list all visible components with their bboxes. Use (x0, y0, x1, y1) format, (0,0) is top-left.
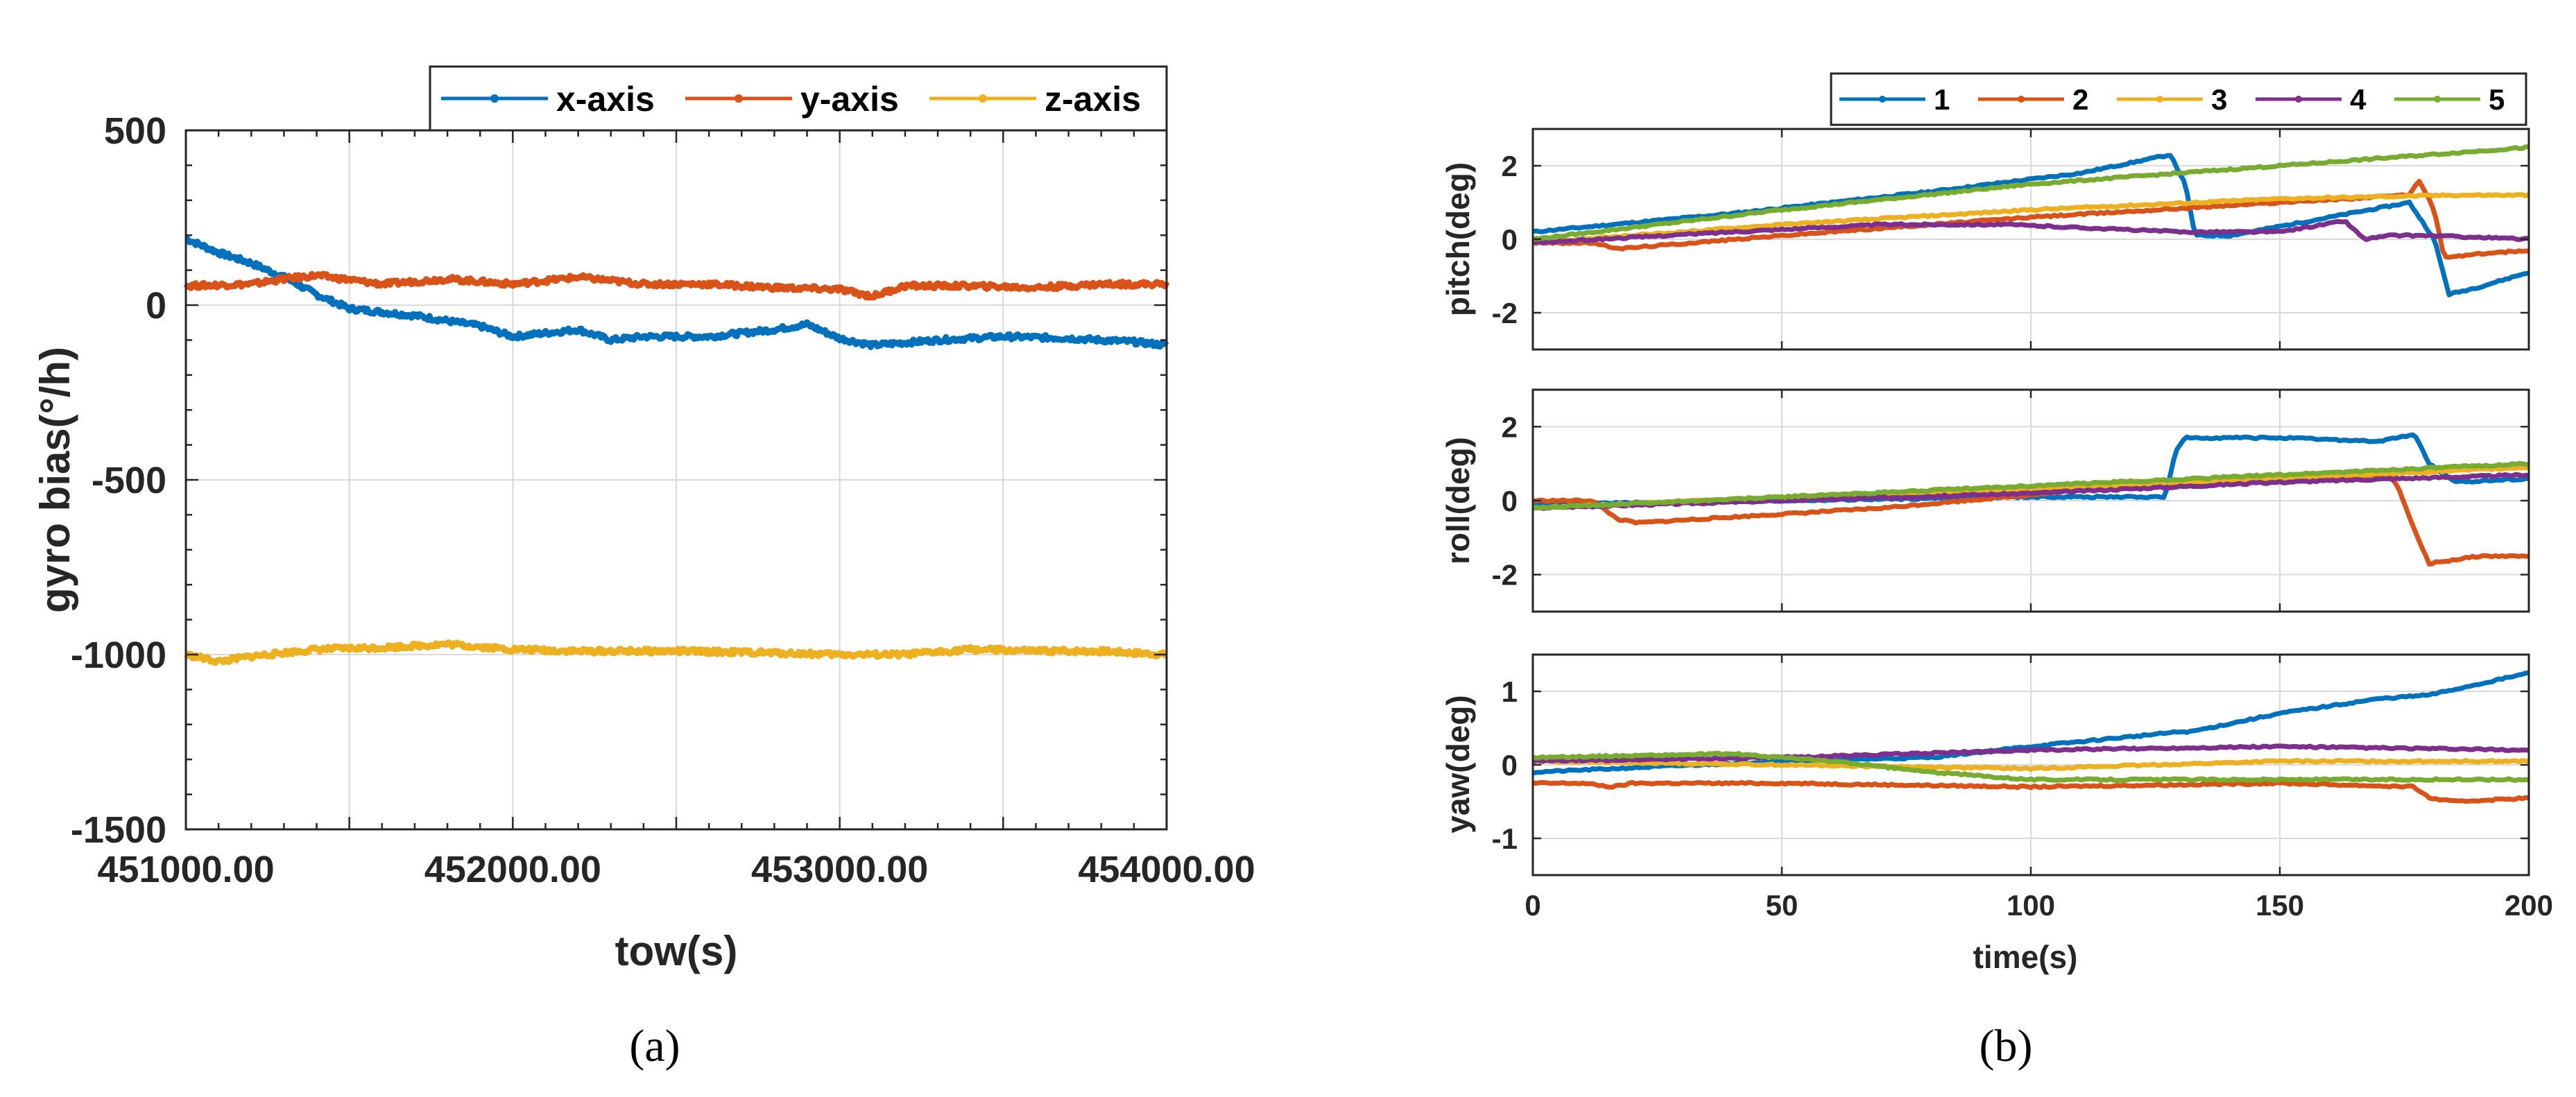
subplot-yaw-deg-series-3 (1532, 757, 2530, 772)
panel-b-x-tick-label: 200 (2505, 889, 2553, 922)
subplot-pitch-deg-series-4 (1532, 219, 2530, 246)
legend-label-z-axis: z-axis (1045, 80, 1141, 119)
panel-a-x-tick-label: 452000.00 (424, 849, 601, 890)
legend-label-3: 3 (2211, 83, 2227, 116)
panel-a-y-tick-label: -1500 (71, 809, 166, 851)
panel-a-y-tick-label: 0 (146, 285, 166, 327)
series-line-z-axis (183, 639, 1169, 666)
legend-label-2: 2 (2072, 83, 2088, 116)
panel-b-legend: 1 2 3 4 5 (1830, 72, 2527, 126)
panel-a-grid (186, 130, 1167, 829)
panel-a-legend-box (429, 65, 1168, 132)
legend-marker-x-axis (490, 94, 499, 103)
legend-label-1: 1 (1934, 83, 1950, 116)
panel-a-y-tick-label: -500 (92, 460, 166, 501)
panel-b-legend-items: 1 2 3 4 5 (1839, 83, 2505, 116)
panel-b-x-tick-label: 50 (1766, 889, 1798, 922)
panel-a-caption: (a) (629, 1021, 680, 1071)
panel-a-ticks: 451000.00 452000.00 453000.00 454000.00 500 0… (71, 110, 1255, 890)
subplot-yaw-deg-y-tick-label: 0 (1502, 749, 1518, 781)
subplot-yaw-y-label: yaw(deg) (1440, 695, 1476, 833)
panel-a-x-tick-label: 454000.00 (1078, 849, 1255, 890)
subplot-pitch-deg-y-tick-label: -2 (1492, 297, 1518, 329)
subplot-yaw-deg-series-5 (1531, 750, 2530, 783)
panel-a-x-tick-label: 453000.00 (751, 849, 928, 890)
panel-b-ticks: 2 0 -2 2 0 -2 1 0 -1 0 50 100 150 200 (1492, 129, 2553, 922)
panel-a-y-axis-label: gyro bias(°/h) (32, 347, 78, 613)
legend-label-4: 4 (2350, 83, 2367, 116)
legend-marker-5 (2434, 96, 2441, 103)
panel-a-y-tick-label: 500 (104, 110, 166, 152)
legend-marker-2 (2018, 96, 2025, 103)
legend-label-x-axis: x-axis (556, 80, 655, 119)
panel-a-y-tick-label: -1000 (71, 634, 166, 676)
subplot-pitch-deg-y-tick-label: 2 (1502, 150, 1518, 182)
series-line-y-axis (183, 270, 1170, 301)
series-line-x-axis (184, 235, 1169, 350)
legend-marker-1 (1879, 96, 1886, 103)
panel-a-legend: x-axis y-axis z-axis (429, 65, 1168, 132)
subplot-roll-deg-y-tick-label: 0 (1502, 485, 1518, 517)
subplot-yaw-deg-series-2 (1532, 779, 2529, 804)
panel-a-series (183, 235, 1170, 666)
panel-b-x-tick-label: 0 (1525, 889, 1540, 922)
subplot-pitch-deg-y-tick-label: 0 (1502, 223, 1518, 256)
legend-marker-3 (2156, 96, 2163, 103)
legend-marker-z-axis (979, 94, 987, 103)
panel-b-series (1531, 144, 2530, 804)
legend-label-y-axis: y-axis (800, 80, 899, 119)
subplot-roll-y-label: roll(deg) (1440, 437, 1476, 564)
legend-marker-y-axis (735, 94, 743, 103)
subplot-pitch-deg-series-5 (1531, 144, 2530, 242)
panel-b-x-tick-label: 100 (2007, 889, 2055, 922)
panel-a-chart: 451000.00 452000.00 453000.00 454000.00 500 0… (32, 65, 1255, 1071)
subplot-roll-deg-y-tick-label: 2 (1502, 411, 1518, 443)
legend-label-5: 5 (2489, 83, 2505, 116)
panel-b-x-axis-label: time(s) (1973, 939, 2078, 975)
subplot-roll-deg-y-tick-label: -2 (1492, 559, 1518, 591)
panel-b-caption: (b) (1980, 1021, 2033, 1071)
panel-b-chart: 2 0 -2 2 0 -2 1 0 -1 0 50 100 150 200 pitch(deg) roll… (1440, 72, 2553, 1071)
panel-a-x-axis-label: tow(s) (615, 928, 738, 974)
panel-b-x-tick-label: 150 (2256, 889, 2304, 922)
subplot-yaw-deg-series-4 (1531, 743, 2530, 764)
subplot-yaw-deg-y-tick-label: 1 (1502, 675, 1518, 708)
subplot-yaw-deg-y-tick-label: -1 (1492, 822, 1518, 855)
subplot-pitch-deg-series-1 (1532, 153, 2530, 297)
panel-a-x-tick-label: 451000.00 (97, 849, 274, 890)
legend-marker-4 (2295, 96, 2302, 103)
subplot-roll-deg-series-5 (1532, 460, 2530, 511)
subplot-pitch-y-label: pitch(deg) (1440, 162, 1476, 316)
